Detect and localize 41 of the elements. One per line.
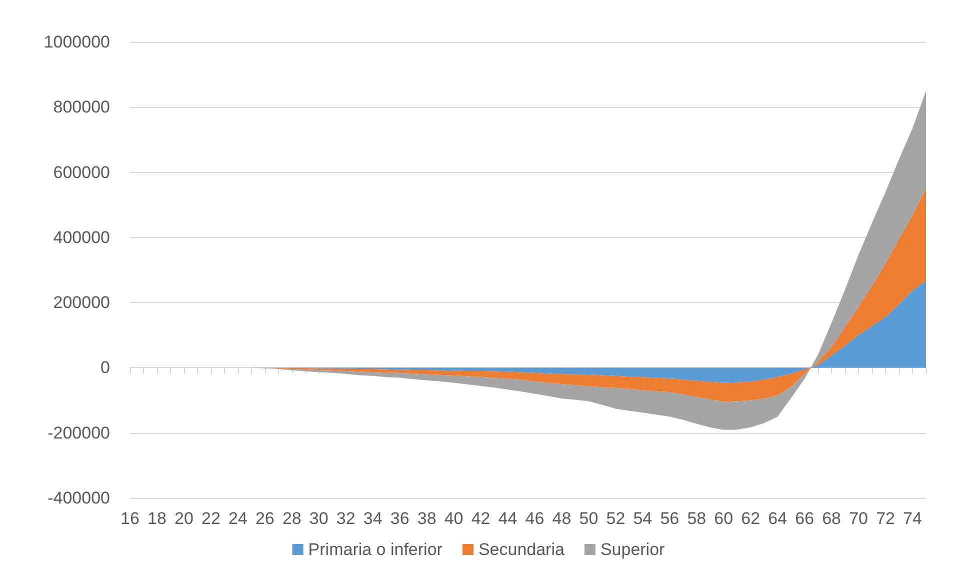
x-tick-label: 38 [417,509,436,528]
x-tick-label: 20 [174,509,194,528]
y-tick-label: -200000 [48,423,110,442]
x-tick-label: 30 [309,509,328,528]
x-tick-label: 74 [903,509,922,528]
x-tick-label: 32 [336,509,356,528]
y-tick-label: 200000 [53,293,110,312]
x-tick-label: 34 [363,509,382,528]
x-tick-label: 50 [579,509,598,528]
x-tick-label: 22 [201,509,220,528]
x-tick-label: 24 [228,509,248,528]
x-tick-label: 54 [633,509,652,528]
x-tick-label: 64 [768,509,788,528]
y-tick-label: 600000 [53,162,110,182]
x-tick-label: 46 [525,509,544,528]
legend-label: Primaria o inferior [308,540,443,559]
y-tick-label: 400000 [53,228,110,247]
x-tick-label: 28 [282,509,302,528]
x-tick-label: 44 [498,509,518,528]
x-tick-label: 66 [795,509,814,528]
y-tick-label: 800000 [53,98,110,117]
y-tick-label: 1000000 [44,32,110,52]
x-tick-label: 52 [606,509,626,528]
x-tick-label: 26 [255,509,274,528]
legend-label: Superior [600,540,666,559]
x-tick-label: 48 [552,509,572,528]
y-tick-label: 0 [100,358,110,378]
x-tick-label: 68 [822,509,842,528]
x-tick-label: 36 [390,509,410,528]
y-tick-label: -400000 [48,488,110,508]
x-tick-label: 62 [741,509,760,528]
x-tick-label: 58 [687,509,706,528]
legend-label: Secundaria [478,540,565,559]
x-tick-label: 70 [849,509,868,528]
x-tick-label: 18 [148,509,166,528]
x-tick-label: 16 [120,509,140,528]
x-tick-label: 56 [660,509,680,528]
x-tick-label: 42 [471,509,490,528]
x-tick-label: 72 [876,509,895,528]
x-tick-label: 60 [714,509,734,528]
x-tick-label: 40 [444,509,464,528]
